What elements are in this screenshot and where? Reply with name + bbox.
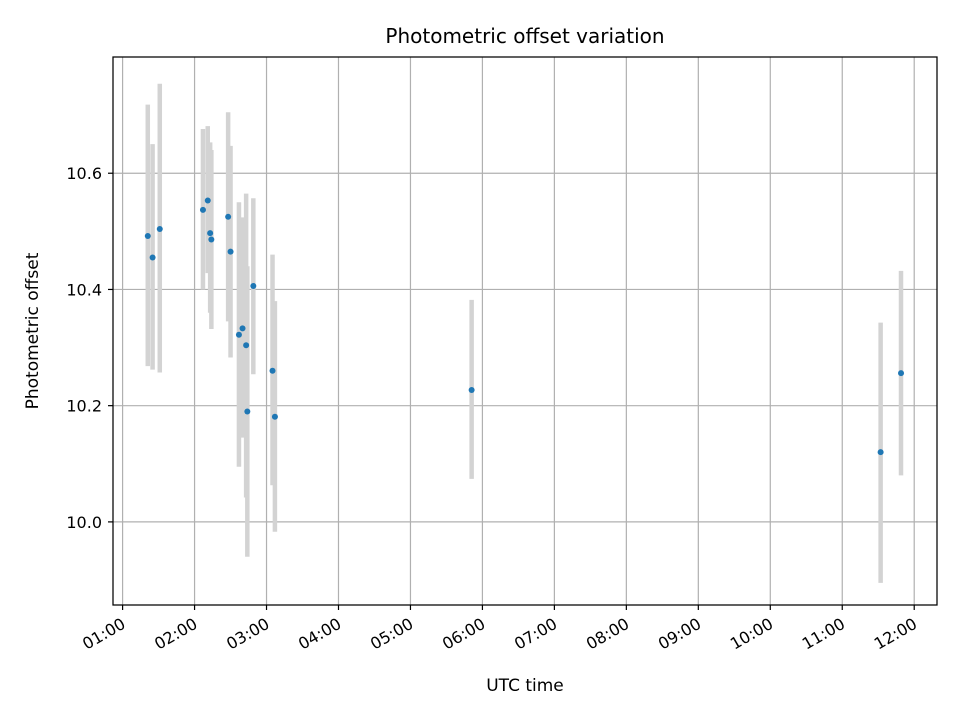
grid bbox=[113, 57, 937, 605]
data-point bbox=[243, 342, 250, 349]
data-point bbox=[244, 408, 251, 415]
data-point bbox=[877, 449, 884, 456]
data-point bbox=[227, 248, 234, 255]
data-point bbox=[898, 370, 905, 377]
y-tick-label: 10.4 bbox=[66, 280, 102, 299]
data-point bbox=[239, 325, 246, 332]
y-tick-label: 10.6 bbox=[66, 164, 102, 183]
data-point bbox=[156, 226, 163, 233]
data-points bbox=[144, 197, 905, 456]
data-point bbox=[207, 230, 214, 237]
data-point bbox=[204, 197, 211, 204]
data-point bbox=[271, 413, 278, 420]
data-point bbox=[149, 254, 156, 261]
plot-frame bbox=[112, 56, 938, 606]
x-axis-label: UTC time bbox=[486, 676, 564, 696]
data-point bbox=[199, 206, 206, 213]
data-point bbox=[468, 386, 475, 393]
chart-title: Photometric offset variation bbox=[385, 24, 664, 48]
y-axis-label: Photometric offset bbox=[23, 252, 43, 409]
data-point bbox=[225, 213, 232, 220]
data-point bbox=[235, 331, 242, 338]
y-axis-ticks: 10.0 10.2 10.4 10.6 bbox=[66, 164, 113, 532]
data-point bbox=[250, 282, 257, 289]
data-point bbox=[144, 232, 151, 239]
y-tick-label: 10.2 bbox=[66, 397, 102, 416]
y-tick-label: 10.0 bbox=[66, 513, 102, 532]
data-point bbox=[208, 236, 215, 243]
data-point bbox=[269, 367, 276, 374]
